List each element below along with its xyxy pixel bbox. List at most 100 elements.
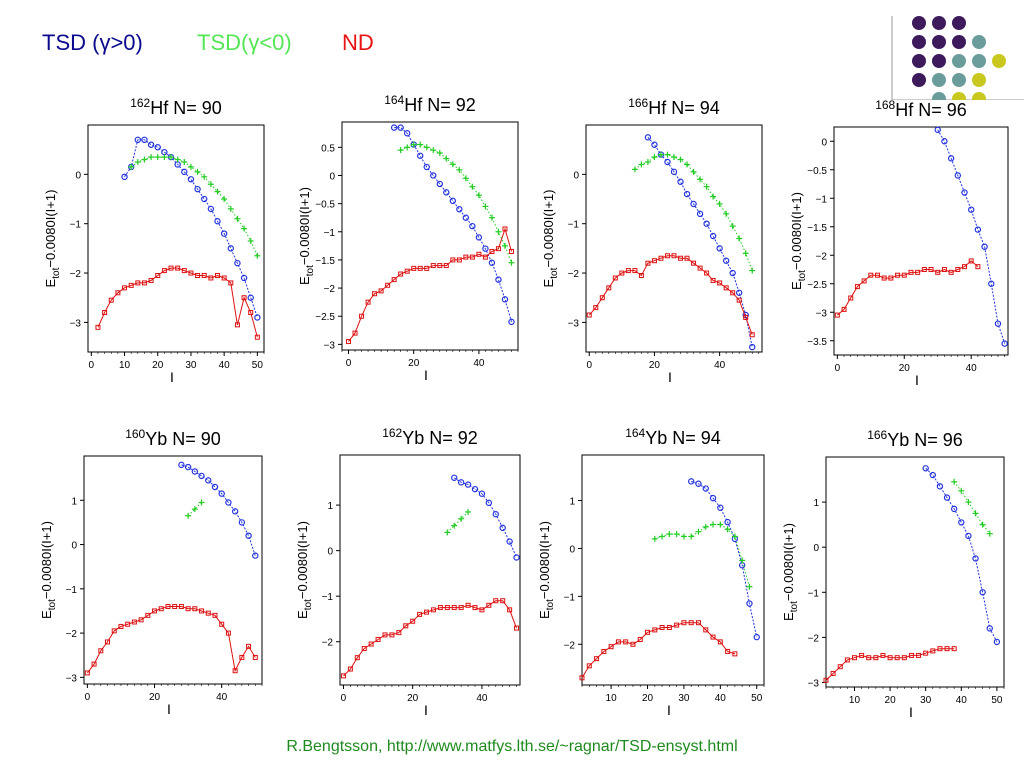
data-point bbox=[254, 252, 261, 259]
x-tick-label: 50 bbox=[991, 695, 1003, 706]
y-tick-label: 1 bbox=[71, 496, 77, 507]
x-tick-label: 20 bbox=[885, 695, 897, 706]
series-green bbox=[631, 151, 756, 274]
data-point bbox=[664, 151, 671, 158]
data-point bbox=[499, 524, 506, 532]
data-point bbox=[671, 253, 677, 259]
data-point bbox=[594, 656, 600, 662]
data-point bbox=[881, 275, 887, 281]
data-point bbox=[968, 258, 974, 264]
data-point bbox=[178, 604, 184, 610]
data-point bbox=[475, 234, 483, 241]
data-point bbox=[168, 265, 174, 271]
data-point bbox=[659, 533, 666, 540]
data-point bbox=[645, 629, 651, 635]
data-point bbox=[134, 159, 141, 166]
data-point bbox=[212, 612, 218, 618]
y-tick-label: −2 bbox=[322, 638, 334, 649]
data-point bbox=[245, 532, 252, 539]
data-point bbox=[84, 670, 90, 676]
data-point bbox=[194, 185, 201, 193]
data-point bbox=[703, 627, 709, 633]
data-point bbox=[187, 176, 195, 183]
data-point bbox=[937, 646, 943, 652]
x-axis-label: I bbox=[167, 701, 171, 717]
chart-panel-5: 162Yb N= 92 0 20 40 −2 −1 0 1 I Etot−0.0080I(I+1) bbox=[295, 426, 521, 718]
data-point bbox=[632, 268, 638, 274]
data-point bbox=[457, 479, 465, 486]
data-point bbox=[417, 152, 424, 159]
y-tick-label: −1.5 bbox=[807, 223, 827, 234]
data-point bbox=[710, 634, 716, 640]
data-point bbox=[368, 641, 374, 647]
data-point bbox=[185, 512, 192, 519]
data-point bbox=[192, 606, 198, 612]
data-point bbox=[184, 463, 192, 471]
chart-title: 162Hf N= 90 bbox=[130, 96, 222, 118]
data-point bbox=[102, 310, 108, 316]
data-point bbox=[681, 620, 687, 626]
data-point bbox=[921, 267, 927, 272]
data-point bbox=[493, 598, 499, 604]
data-point bbox=[695, 528, 702, 535]
y-tick-label: −1.5 bbox=[315, 256, 335, 267]
data-point bbox=[993, 638, 1001, 646]
x-tick-label: 40 bbox=[219, 360, 231, 371]
data-point bbox=[606, 285, 612, 291]
data-point bbox=[234, 215, 241, 222]
data-point bbox=[678, 255, 684, 261]
data-point bbox=[717, 639, 723, 645]
title-nucleus: Hf N= 96 bbox=[895, 100, 967, 120]
data-point bbox=[724, 526, 731, 533]
data-point bbox=[410, 141, 417, 148]
data-point bbox=[743, 314, 749, 320]
x-tick-label: 30 bbox=[920, 695, 932, 706]
data-point bbox=[430, 147, 437, 154]
data-point bbox=[735, 289, 743, 296]
data-point bbox=[972, 555, 979, 562]
series-blue bbox=[451, 474, 520, 561]
data-point bbox=[958, 487, 965, 494]
data-point bbox=[941, 267, 947, 272]
y-tick-label: 0 bbox=[329, 171, 335, 182]
data-point bbox=[947, 155, 955, 162]
y-axis-label: Etot−0.0080I(I+1) bbox=[39, 521, 58, 619]
chart-panel-1: 164Hf N= 92 0 20 40 −3 −2.5 −2 −1.5 −1 −0.5 0 0.5 I E… bbox=[297, 93, 519, 383]
data-point bbox=[729, 223, 736, 230]
data-point bbox=[201, 195, 208, 203]
data-point bbox=[851, 655, 857, 661]
data-point bbox=[495, 276, 502, 283]
data-point bbox=[227, 245, 234, 252]
data-point bbox=[165, 604, 171, 610]
series-red bbox=[346, 226, 514, 345]
data-point bbox=[161, 154, 168, 161]
data-point bbox=[704, 270, 710, 276]
data-point bbox=[943, 494, 951, 501]
data-point bbox=[443, 155, 450, 162]
title-isotope-mass: 160 bbox=[125, 427, 145, 441]
y-tick-label: −2.5 bbox=[807, 280, 827, 291]
data-point bbox=[471, 485, 479, 493]
data-point bbox=[710, 277, 716, 283]
data-point bbox=[506, 538, 513, 545]
data-point bbox=[154, 144, 161, 151]
data-point bbox=[988, 280, 995, 287]
data-point bbox=[181, 268, 187, 274]
series-blue bbox=[922, 465, 1001, 646]
y-tick-label: −0.5 bbox=[807, 166, 827, 177]
data-point bbox=[423, 144, 430, 151]
y-axis-label: Etot−0.0080I(I+1) bbox=[297, 187, 316, 285]
data-point bbox=[451, 474, 458, 481]
series-line bbox=[97, 267, 258, 338]
data-point bbox=[472, 605, 478, 611]
data-point bbox=[201, 273, 207, 279]
data-point bbox=[823, 677, 829, 683]
data-point bbox=[625, 268, 631, 274]
y-tick-label: 1 bbox=[327, 501, 333, 512]
data-point bbox=[152, 608, 158, 614]
series-line bbox=[87, 606, 256, 674]
data-point bbox=[469, 183, 476, 190]
chart-title: 168Hf N= 96 bbox=[875, 98, 967, 120]
data-point bbox=[410, 618, 416, 624]
y-tick-label: −1 bbox=[70, 220, 82, 231]
